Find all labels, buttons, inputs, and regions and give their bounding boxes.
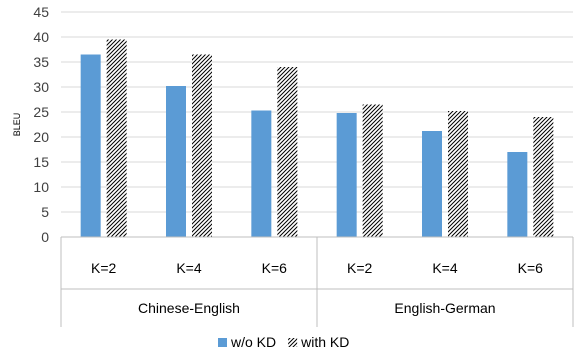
y-tick-label: 30 — [33, 79, 49, 95]
legend-label: with KD — [300, 334, 349, 350]
x-tick-label: K=6 — [262, 260, 288, 276]
y-tick-label: 10 — [33, 179, 49, 195]
y-tick-label: 20 — [33, 129, 49, 145]
y-tick-label: 45 — [33, 4, 49, 20]
bar-with-kd — [362, 104, 383, 237]
legend: w/o KD with KD — [218, 334, 349, 350]
y-tick-label: 15 — [33, 154, 49, 170]
y-tick-label: 0 — [41, 229, 49, 245]
bar-wo-kd — [507, 152, 528, 237]
bar-wo-kd — [422, 131, 442, 237]
bar-with-kd — [448, 111, 468, 237]
bar-wo-kd — [336, 113, 357, 237]
x-tick-label: K=6 — [518, 260, 544, 276]
x-tick-label: K=2 — [91, 260, 117, 276]
y-tick-label: 40 — [33, 29, 49, 45]
bar-wo-kd — [251, 110, 272, 237]
gridlines — [61, 11, 573, 213]
bar-wo-kd — [166, 86, 186, 237]
legend-label: w/o KD — [230, 334, 276, 350]
y-axis-ticks: 0 5 10 15 20 25 30 35 40 45 — [33, 4, 49, 245]
x-tick-label: K=4 — [432, 260, 458, 276]
bars — [80, 39, 554, 237]
group-label: English-German — [394, 300, 495, 316]
bar-with-kd — [192, 54, 212, 237]
x-tick-label: K=2 — [347, 260, 373, 276]
group-label: Chinese-English — [138, 300, 240, 316]
legend-swatch — [218, 338, 227, 347]
x-axis: K=2 K=4 K=6 K=2 K=4 K=6 Chinese-English English… — [60, 236, 574, 327]
bar-wo-kd — [80, 54, 101, 237]
bar-with-kd — [106, 39, 127, 237]
x-tick-label: K=4 — [176, 260, 202, 276]
bar-with-kd — [277, 67, 298, 237]
bar-with-kd — [533, 117, 554, 237]
y-axis-label: BLEU — [12, 113, 22, 137]
legend-swatch — [288, 338, 298, 347]
y-tick-label: 35 — [33, 54, 49, 70]
y-tick-label: 25 — [33, 104, 49, 120]
y-tick-label: 5 — [41, 204, 49, 220]
